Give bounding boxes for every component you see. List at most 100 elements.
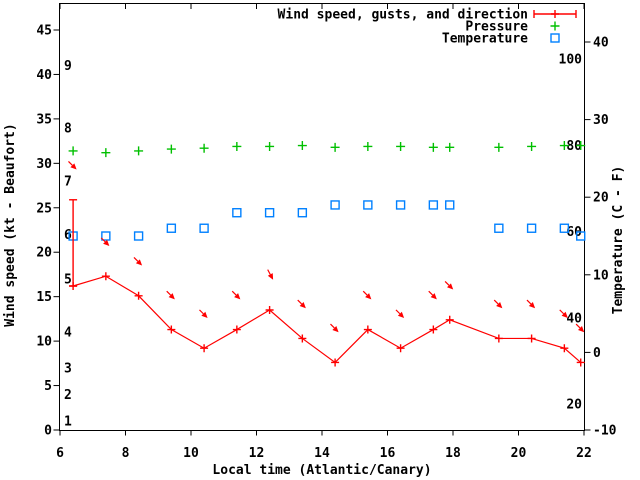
- wind-direction-arrow-head: [561, 311, 568, 318]
- y-left-tick-label: 25: [36, 201, 52, 216]
- temperature-point: [559, 223, 570, 233]
- x-tick-label: 10: [183, 446, 199, 461]
- y-axis-title-left: Wind speed (kt - Beaufort): [3, 123, 18, 327]
- pressure-point: [297, 141, 307, 151]
- y-axis-title-right: Temperature (C - F): [611, 166, 626, 315]
- wind-point: [560, 344, 569, 353]
- pressure-point: [101, 148, 111, 158]
- temperature-point: [133, 231, 144, 241]
- y-left-tick-label: 30: [36, 157, 52, 172]
- x-tick-label: 16: [380, 446, 396, 461]
- wind-direction-arrow-shaft: [297, 299, 303, 305]
- wind-direction-arrow-shaft: [68, 160, 73, 166]
- y-right-tick-label: 20: [593, 191, 609, 206]
- pressure-point: [396, 141, 406, 151]
- legend-temperature-marker: [550, 33, 560, 43]
- legend-label: Pressure: [465, 20, 528, 35]
- wind-direction-arrow-shaft: [267, 269, 271, 275]
- temperature-point: [264, 208, 275, 218]
- temperature-point: [526, 223, 537, 233]
- y-left-tick-label: 5: [44, 379, 52, 394]
- temperature-point: [445, 200, 455, 210]
- x-tick-label: 12: [249, 446, 265, 461]
- wind-direction-arrow-head: [496, 301, 503, 309]
- y-left-tick-label: 40: [36, 68, 52, 83]
- x-tick-label: 8: [122, 446, 130, 461]
- pressure-point: [576, 141, 586, 151]
- pressure-point: [494, 142, 504, 152]
- wind-point: [576, 358, 585, 367]
- y-right-tick-label: 10: [593, 268, 609, 283]
- temperature-point: [330, 200, 340, 210]
- fahrenheit-label: 40: [566, 311, 582, 326]
- wind-point: [527, 334, 536, 343]
- y-left-tick-label: 35: [36, 112, 52, 127]
- beaufort-label: 7: [64, 175, 72, 190]
- wind-direction-arrow-shaft: [559, 309, 565, 315]
- wind-point: [101, 272, 110, 281]
- wind-direction-arrow-shaft: [395, 309, 401, 315]
- y-right-tick-label: 40: [593, 36, 609, 51]
- wind-direction-arrow-head: [234, 293, 241, 300]
- pressure-point: [199, 143, 209, 153]
- wind-direction-arrow-head: [430, 293, 437, 300]
- wind-point: [429, 325, 438, 334]
- x-tick-label: 18: [445, 446, 461, 461]
- y-left-tick-label: 10: [36, 335, 52, 350]
- pressure-point: [166, 144, 176, 154]
- temperature-point: [576, 231, 586, 241]
- pressure-point: [265, 141, 275, 151]
- plot-border: [59, 3, 585, 431]
- x-tick-label: 20: [511, 446, 527, 461]
- wind-direction-arrow-shaft: [330, 323, 335, 329]
- wind-direction-arrow-shaft: [575, 323, 581, 329]
- wind-point: [331, 358, 340, 367]
- wind-direction-arrow-shaft: [493, 299, 499, 305]
- x-tick-label: 22: [576, 446, 592, 461]
- beaufort-label: 4: [64, 326, 72, 341]
- wind-direction-arrow-shaft: [428, 290, 434, 296]
- wind-point: [298, 334, 307, 343]
- legend-wind-marker: [551, 10, 559, 18]
- beaufort-label: 6: [64, 228, 72, 243]
- wind-point: [134, 291, 143, 300]
- legend-pressure-marker: [550, 21, 560, 31]
- temperature-point: [297, 208, 308, 218]
- wind-speed-line: [72, 275, 582, 364]
- wind-direction-arrow-head: [135, 259, 143, 266]
- wind-direction-arrow-shaft: [444, 280, 450, 286]
- pressure-point: [330, 142, 340, 152]
- wind-direction-arrow-head: [578, 325, 585, 333]
- wind-direction-arrow-shaft: [362, 290, 368, 296]
- pressure-point: [363, 141, 373, 151]
- wind-direction-arrow-head: [103, 239, 110, 246]
- wind-direction-arrow-shaft: [199, 309, 204, 315]
- temperature-point: [363, 200, 373, 210]
- wind-point: [494, 334, 503, 343]
- y-left-tick-label: 45: [36, 24, 52, 39]
- fahrenheit-label: 80: [566, 139, 582, 154]
- wind-direction-arrow-shaft: [100, 237, 106, 243]
- y-left-tick-label: 20: [36, 246, 52, 261]
- beaufort-label: 3: [64, 361, 72, 376]
- wind-point: [200, 344, 209, 353]
- wind-direction-arrow-head: [528, 301, 536, 309]
- wind-point: [69, 282, 78, 290]
- y-left-tick-label: 0: [44, 424, 52, 439]
- beaufort-label: 9: [64, 59, 72, 74]
- pressure-point: [559, 141, 569, 151]
- fahrenheit-label: 60: [566, 225, 582, 240]
- wind-point: [363, 325, 372, 334]
- legend-label: Wind speed, gusts, and direction: [278, 8, 528, 23]
- fahrenheit-label: 100: [559, 53, 583, 68]
- beaufort-label: 5: [64, 272, 72, 287]
- beaufort-label: 2: [64, 388, 72, 403]
- fahrenheit-label: 20: [566, 398, 582, 413]
- y-right-tick-label: -10: [593, 424, 617, 439]
- wind-direction-arrow-head: [397, 311, 405, 318]
- temperature-point: [428, 200, 439, 210]
- temperature-point: [199, 223, 209, 233]
- legend-label: Temperature: [442, 32, 528, 47]
